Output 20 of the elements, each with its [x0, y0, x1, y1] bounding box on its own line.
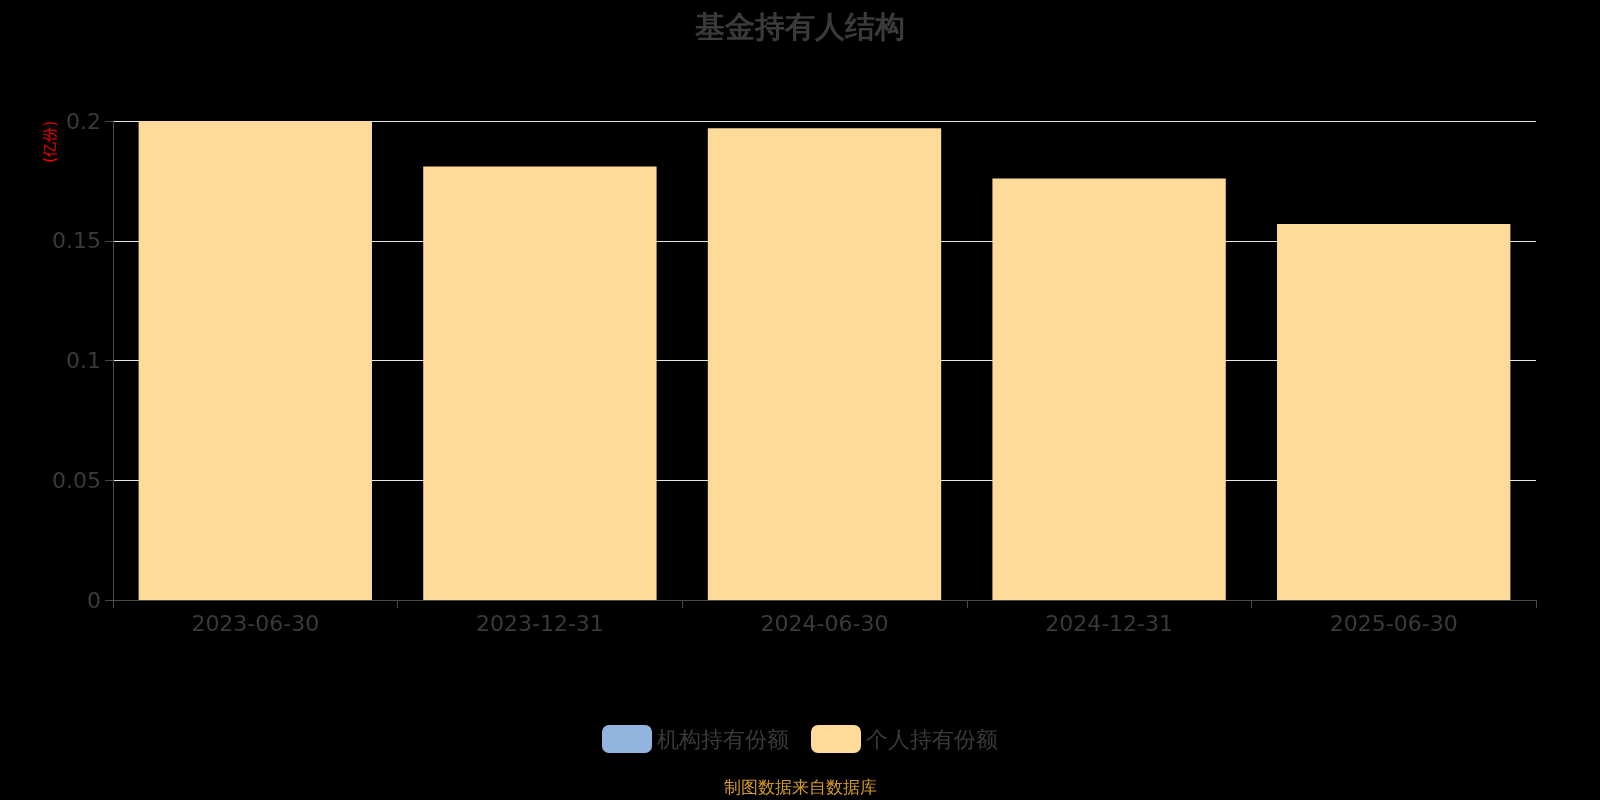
y-axis-title: (亿份): [41, 121, 59, 163]
y-tick-label: 0.05: [52, 467, 101, 493]
bar: [423, 166, 657, 600]
legend-label: 个人持有份额: [866, 726, 998, 752]
y-tick-label: 0: [87, 587, 101, 613]
bar: [992, 178, 1226, 600]
y-tick-label: 0.15: [52, 228, 101, 254]
x-tick-label: 2024-06-30: [760, 610, 889, 636]
bar: [138, 121, 372, 600]
y-tick-label: 0.2: [66, 108, 101, 134]
bar: [1277, 223, 1511, 600]
x-tick-label: 2025-06-30: [1329, 610, 1458, 636]
x-tick-label: 2023-12-31: [475, 610, 604, 636]
x-tick-label: 2024-12-31: [1045, 610, 1174, 636]
text: 制图数据来自数据库: [723, 776, 877, 797]
chart-title: 基金持有人结构: [694, 8, 905, 44]
bar: [707, 128, 942, 600]
legend-label: 机构持有份额: [657, 726, 789, 752]
y-tick-label: 0.1: [66, 348, 101, 373]
x-tick-label: 2023-06-30: [191, 610, 320, 636]
